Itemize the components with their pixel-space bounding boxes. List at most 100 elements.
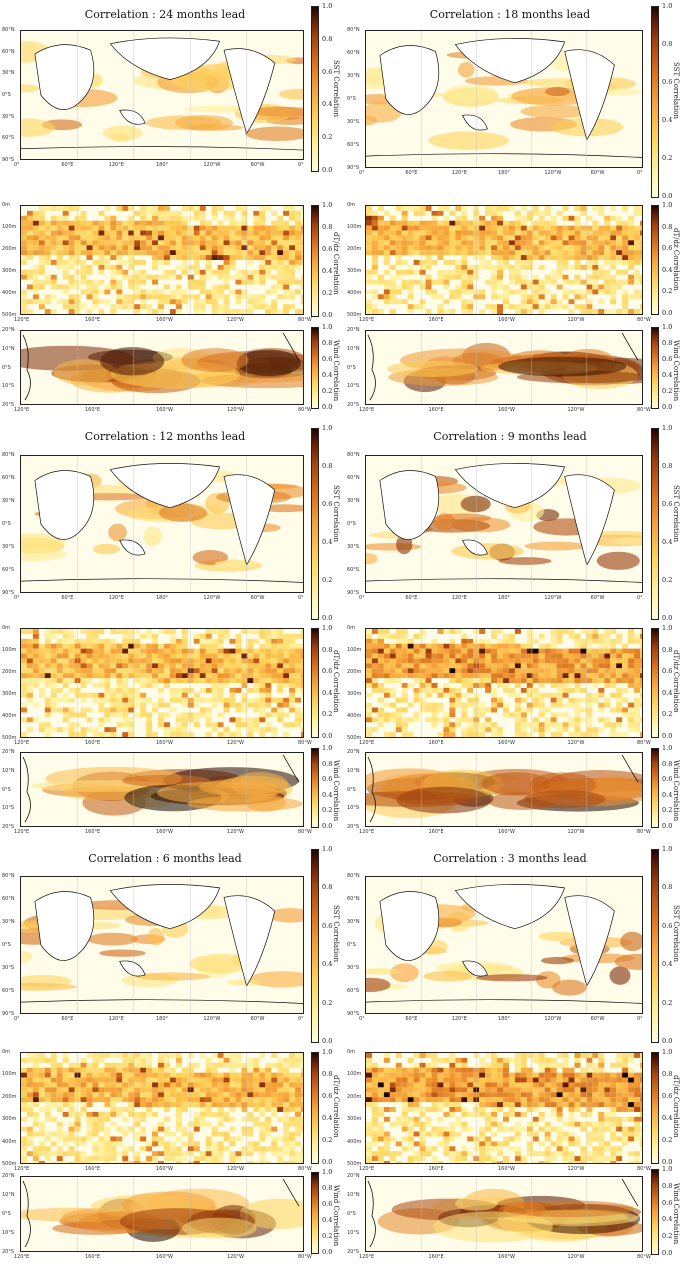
heatmap-cell [122,638,129,644]
heatmap-cell [152,220,159,226]
heatmap-cell [437,1102,444,1108]
heatmap-cell [223,1053,230,1058]
heatmap-cell [38,673,45,679]
depth-field [366,1053,642,1163]
heatmap-cell [449,648,456,654]
heatmap-cell [283,668,290,674]
heatmap-cell [538,284,545,290]
heatmap-cell [497,1082,504,1088]
heatmap-cell [526,225,533,231]
heatmap-cell [265,206,272,211]
heatmap-cell [21,1097,27,1103]
heatmap-cell [98,1121,105,1127]
heatmap-cell [104,206,111,211]
heatmap-cell [247,1082,254,1088]
continent-outline [223,474,276,566]
heatmap-cell [383,250,390,256]
heatmap-cell [407,658,414,664]
heatmap-cell [134,1082,141,1088]
heatmap-cell [598,289,605,295]
heatmap-cell [580,1082,587,1088]
heatmap-cell [383,1082,390,1088]
heatmap-cell [413,1082,420,1088]
heatmap-cell [211,1082,218,1088]
heatmap-cell [271,235,278,241]
heatmap-cell [532,235,539,241]
heatmap-cell [461,260,468,265]
heatmap-cell [223,633,230,639]
heatmap-cell [289,722,296,728]
heatmap-cell [265,1097,272,1103]
heatmap-cell [44,727,51,733]
heatmap-cell [199,1053,206,1058]
heatmap-cell [50,294,57,300]
heatmap-cell [401,225,408,231]
heatmap-cell [175,1136,182,1142]
heatmap-cell [289,638,296,644]
heatmap-cell [503,1111,509,1117]
heatmap-cell [455,702,462,708]
heatmap-cell [38,678,45,683]
heatmap-cell [80,1077,87,1083]
heatmap-cell [56,707,63,713]
heatmap-cell [431,1102,438,1108]
heatmap-cell [586,727,593,733]
sst-colorbar-label-18: SST Correlation [672,62,680,119]
heatmap-cell [628,668,635,674]
heatmap-cell [187,1151,194,1157]
heatmap-cell [187,230,194,236]
heatmap-cell [508,1087,515,1093]
heatmap-cell [50,215,57,221]
heatmap-cell [26,1092,33,1098]
heatmap-cell [283,712,290,718]
heatmap-cell [92,1146,99,1152]
heatmap-cell [104,299,111,305]
heatmap-cell [431,687,438,693]
heatmap-cell [98,1141,105,1147]
heatmap-cell [74,1141,81,1147]
heatmap-cell [271,1136,278,1142]
heatmap-cell [467,722,474,728]
heatmap-cell [169,255,176,260]
heatmap-cell [544,274,551,280]
heatmap-cell [508,1057,515,1063]
continent-outline [223,895,276,987]
heatmap-cell [497,279,504,285]
heatmap-cell [205,1092,212,1098]
heatmap-cell [497,638,504,644]
heatmap-cell [158,668,164,674]
heatmap-cell [110,629,117,634]
heatmap-cell [413,658,420,664]
heatmap-cell [449,643,456,649]
heatmap-cell [217,1082,224,1088]
depth-colorbar-label-18: dT/dz Correlation [672,228,680,291]
heatmap-cell [92,1131,99,1137]
heatmap-cell [550,1126,557,1132]
heatmap-cell [146,245,153,251]
heatmap-cell [503,712,509,718]
heatmap-cell [158,1067,164,1073]
heatmap-cell [640,678,642,683]
heatmap-cell [574,717,581,723]
heatmap-cell [110,1082,117,1088]
heatmap-cell [634,683,641,688]
heatmap-cell [241,220,248,226]
heatmap-cell [146,304,153,310]
heatmap-cell [74,230,81,236]
heatmap-cell [98,260,105,265]
heatmap-cell [181,269,188,275]
field-blob [540,956,574,965]
heatmap-cell [289,683,296,688]
heatmap-cell [389,1087,396,1093]
heatmap-cell [604,717,611,723]
heatmap-cell [98,732,105,737]
heatmap-cell [205,707,212,713]
heatmap-cell [223,732,230,737]
heatmap-cell [44,658,51,664]
heatmap-cell [211,1092,218,1098]
heatmap-cell [128,1102,135,1108]
heatmap-cell [532,1087,539,1093]
panel-title-6: Correlation : 6 months lead [88,852,242,865]
heatmap-cell [122,250,129,256]
heatmap-cell [461,678,468,683]
